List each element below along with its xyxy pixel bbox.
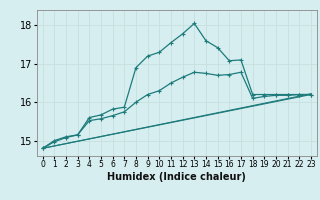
X-axis label: Humidex (Indice chaleur): Humidex (Indice chaleur) xyxy=(108,172,246,182)
